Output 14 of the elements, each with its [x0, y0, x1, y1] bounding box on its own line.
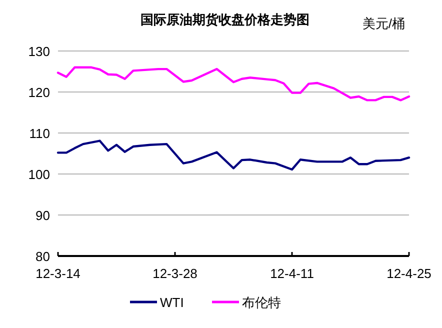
legend-label: 布伦特	[242, 295, 281, 310]
y-tick-label: 120	[28, 85, 50, 100]
y-tick-label: 100	[28, 167, 50, 182]
chart-title: 国际原油期货收盘价格走势图	[140, 12, 310, 27]
y-tick-label: 90	[36, 208, 50, 223]
x-tick-label: 12-3-28	[152, 266, 198, 281]
y-tick-label: 80	[36, 249, 50, 264]
y-tick-label: 110	[29, 126, 50, 141]
x-tick-label: 12-4-25	[386, 266, 432, 281]
y-axis-title: 美元/桶	[362, 16, 405, 31]
y-tick-label: 130	[28, 44, 50, 59]
legend-label: WTI	[160, 295, 184, 310]
x-tick-label: 12-3-14	[36, 266, 80, 281]
x-tick-label: 12-4-11	[270, 266, 314, 281]
